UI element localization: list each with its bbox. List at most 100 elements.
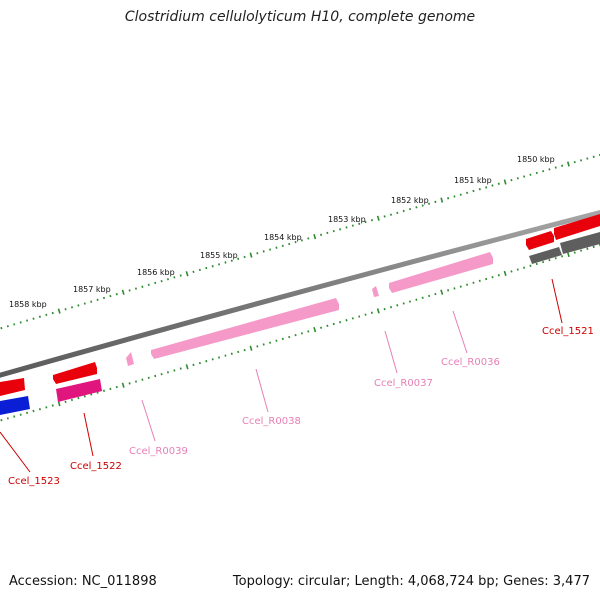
- outer-ruler-minor-tick: [288, 242, 291, 246]
- inner-ruler-minor-tick: [421, 296, 424, 300]
- outer-ruler-minor-tick: [370, 218, 373, 222]
- outer-ruler-minor-tick: [77, 304, 80, 307]
- outer-ruler-minor-tick: [434, 200, 437, 204]
- outer-ruler-minor-tick: [115, 292, 118, 296]
- gene-label-ccel-r0038[interactable]: Ccel_R0038: [242, 416, 301, 427]
- outer-ruler-minor-tick: [109, 294, 112, 298]
- outer-ruler-minor-tick: [13, 323, 16, 326]
- gene-label-ccel-1522[interactable]: Ccel_1522: [70, 461, 122, 472]
- gene-label-ccel-1521[interactable]: Ccel_1521: [542, 326, 594, 337]
- outer-ruler-minor-tick: [383, 215, 386, 218]
- inner-ruler-minor-tick: [45, 406, 48, 409]
- cds-ccel-1523-fwd[interactable]: [0, 378, 25, 396]
- leader-lines: [0, 278, 563, 473]
- rna-ccel-r0039[interactable]: [126, 352, 134, 366]
- inner-ruler-minor-tick: [586, 247, 589, 250]
- leader-ccel-1522: [83, 412, 94, 457]
- outer-ruler-minor-tick: [64, 308, 67, 311]
- outer-ruler-minor-tick: [173, 276, 176, 279]
- inner-ruler-minor-tick: [523, 266, 526, 269]
- inner-ruler-minor-tick: [64, 400, 67, 404]
- outer-ruler-minor-tick: [83, 302, 86, 305]
- cds-gray-b[interactable]: [560, 232, 600, 254]
- inner-ruler-minor-tick: [26, 411, 29, 415]
- outer-ruler-minor-tick: [516, 177, 519, 180]
- outer-ruler-minor-tick: [485, 186, 488, 189]
- outer-ruler-minor-tick: [447, 197, 450, 200]
- inner-ruler-minor-tick: [554, 257, 557, 260]
- inner-ruler-minor-tick: [230, 352, 233, 355]
- outer-ruler-minor-tick: [45, 313, 48, 317]
- inner-ruler-minor-tick: [294, 333, 297, 337]
- leader-ccel-r0037: [384, 330, 398, 374]
- outer-ruler-major-tick: [121, 289, 125, 295]
- inner-ruler-minor-tick: [0, 418, 3, 422]
- outer-ruler-minor-tick: [154, 281, 157, 285]
- inner-ruler-major-tick: [503, 270, 507, 276]
- inner-ruler-minor-tick: [428, 294, 431, 298]
- cds-ccel-1522-fwd[interactable]: [53, 362, 97, 384]
- outer-ruler-major-tick: [440, 197, 444, 203]
- inner-ruler-minor-tick: [351, 317, 354, 320]
- outer-ruler-minor-tick: [237, 257, 240, 261]
- outer-ruler-minor-tick: [586, 157, 589, 160]
- gene-label-ccel-r0036[interactable]: Ccel_R0036: [441, 357, 500, 368]
- inner-ruler-minor-tick: [198, 361, 201, 365]
- inner-ruler-minor-tick: [77, 396, 80, 400]
- outer-ruler-minor-tick: [402, 209, 405, 213]
- gene-label-ccel-r0039[interactable]: Ccel_R0039: [129, 446, 188, 457]
- inner-ruler-minor-tick: [218, 356, 221, 359]
- outer-ruler-minor-tick: [580, 159, 583, 162]
- rna-ccel-r0036[interactable]: [389, 252, 493, 293]
- outer-ruler-minor-tick: [230, 259, 233, 262]
- scale-label-1856: 1856 kbp: [137, 268, 175, 277]
- cds-ccel-1523-rev[interactable]: [0, 396, 30, 415]
- rna-ccel-r0038[interactable]: [151, 298, 339, 359]
- inner-ruler-minor-tick: [573, 251, 576, 254]
- inner-ruler-minor-tick: [51, 404, 54, 407]
- inner-ruler-minor-tick: [396, 304, 399, 307]
- outer-ruler-minor-tick: [205, 266, 208, 270]
- inner-ruler-minor-tick: [13, 415, 16, 418]
- outer-ruler-minor-tick: [26, 319, 29, 322]
- outer-ruler-minor-tick: [128, 289, 131, 292]
- scale-label-1858: 1858 kbp: [9, 300, 47, 309]
- inner-ruler-minor-tick: [256, 345, 259, 348]
- outer-ruler-minor-tick: [409, 207, 412, 211]
- inner-ruler-minor-tick: [160, 372, 163, 376]
- inner-ruler-minor-tick: [19, 413, 22, 416]
- outer-ruler-minor-tick: [160, 279, 163, 283]
- inner-ruler-minor-tick: [466, 283, 469, 286]
- leader-ccel-1523: [0, 431, 31, 473]
- inner-ruler-minor-tick: [70, 398, 73, 402]
- inner-ruler-minor-tick: [192, 363, 195, 367]
- gene-label-ccel-1523[interactable]: Ccel_1523: [8, 476, 60, 487]
- inner-ruler-minor-tick: [548, 258, 551, 262]
- cds-ccel-1522-rev[interactable]: [56, 379, 102, 402]
- outer-ruler-minor-tick: [320, 233, 323, 236]
- inner-ruler-minor-tick: [90, 393, 93, 396]
- outer-ruler-minor-tick: [294, 240, 297, 244]
- outer-ruler-minor-tick: [326, 231, 329, 235]
- scale-label-1853: 1853 kbp: [328, 215, 366, 224]
- inner-ruler-minor-tick: [370, 311, 373, 314]
- inner-ruler-minor-tick: [320, 326, 323, 329]
- inner-ruler-minor-tick: [224, 354, 227, 357]
- cds-ccel-1521-a[interactable]: [526, 231, 554, 250]
- cds-ccel-1521-b[interactable]: [554, 214, 600, 240]
- outer-ruler-minor-tick: [466, 191, 469, 195]
- inner-ruler: [0, 243, 600, 422]
- inner-ruler-minor-tick: [281, 337, 284, 341]
- outer-ruler-minor-tick: [529, 173, 532, 176]
- scale-label-1850: 1850 kbp: [517, 155, 555, 164]
- inner-ruler-minor-tick: [535, 262, 538, 266]
- cds-gray-a[interactable]: [529, 247, 562, 264]
- inner-ruler-minor-tick: [237, 350, 240, 354]
- rna-ccel-r0037[interactable]: [372, 286, 379, 297]
- accession-text: Accession: NC_011898: [9, 574, 157, 589]
- outer-ruler: [0, 153, 600, 330]
- outer-ruler-major-tick: [313, 233, 317, 240]
- inner-ruler-minor-tick: [166, 371, 169, 374]
- gene-label-ccel-r0037[interactable]: Ccel_R0037: [374, 378, 433, 389]
- inner-ruler-minor-tick: [364, 313, 367, 316]
